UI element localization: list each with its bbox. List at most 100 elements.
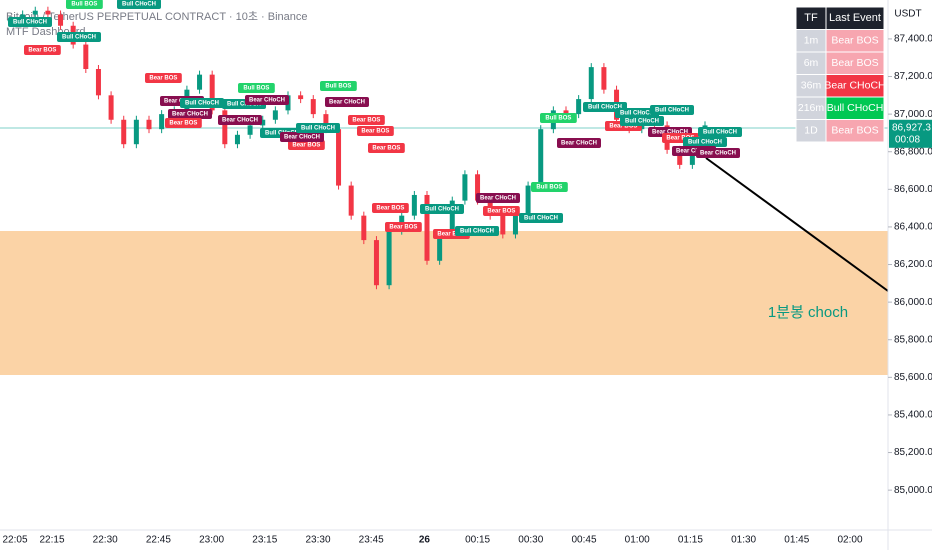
candle	[197, 74, 203, 90]
signal-label: Bull CHoCH	[655, 108, 689, 114]
signal-label: Bull CHoCH	[301, 126, 335, 132]
demand-zone	[0, 231, 888, 375]
tf-label: 6m	[804, 57, 819, 69]
symbol-title: Bitcoin / TetherUS PERPETUAL CONTRACT · …	[6, 10, 308, 23]
price-tick-label: 86,000.0	[894, 297, 932, 308]
candle	[209, 74, 215, 111]
candle	[601, 67, 607, 90]
annotation: 1분봉 choch	[768, 304, 848, 321]
signal-label: Bear BOS	[361, 129, 389, 135]
signal-tag	[620, 116, 664, 126]
event-label: Bear CHoCH	[824, 80, 885, 92]
signal-label: Bear BOS	[666, 136, 694, 142]
candle	[133, 119, 139, 145]
trend-line	[705, 157, 889, 292]
candle	[563, 110, 569, 115]
signal-tag	[385, 222, 422, 232]
signal-label: Bear BOS	[389, 225, 417, 231]
candle	[45, 10, 51, 15]
signal-tag	[180, 98, 224, 108]
signal-tag	[245, 95, 289, 105]
candle	[58, 14, 64, 26]
signal-tag	[296, 123, 340, 133]
signal-label: Bear BOS	[609, 124, 637, 130]
signal-tag	[698, 127, 742, 137]
price-tick-label: 87,200.0	[894, 71, 932, 82]
price-tick-label: 86,400.0	[894, 222, 932, 233]
countdown: 00:08	[895, 134, 920, 145]
event-label: Bear BOS	[831, 57, 878, 69]
candle	[424, 194, 430, 261]
candle	[437, 234, 443, 261]
signal-label: Bear BOS	[372, 146, 400, 152]
event-cell	[825, 119, 885, 143]
signal-tag	[368, 143, 405, 153]
signal-tag	[165, 118, 202, 128]
time-label: 23:00	[199, 535, 224, 546]
candle	[83, 44, 89, 69]
signal-tag	[288, 140, 325, 150]
signal-label: Bull CHoCH	[588, 105, 622, 111]
tf-label: 36m	[801, 80, 822, 92]
signal-label: Bear CHoCH	[480, 196, 516, 202]
signal-label: Bull CHoCH	[620, 111, 654, 117]
candle	[159, 114, 165, 130]
candle	[500, 215, 506, 235]
signal-tag	[540, 113, 577, 123]
signal-label: Bear BOS	[376, 206, 404, 212]
candle	[298, 95, 304, 100]
candle	[108, 95, 114, 120]
price-tick-label: 85,400.0	[894, 410, 932, 421]
signal-label: Bear CHoCH	[172, 112, 208, 118]
signal-tag	[24, 45, 61, 55]
candle	[32, 10, 38, 15]
currency[interactable]: USDT	[894, 9, 921, 20]
time-label: 01:15	[678, 535, 703, 546]
table-header: Last Event	[829, 12, 881, 24]
signal-tag	[696, 148, 740, 158]
candle	[260, 119, 266, 126]
time-label: 01:00	[625, 535, 650, 546]
price-tick-label: 85,600.0	[894, 372, 932, 383]
signal-tag	[531, 182, 568, 192]
candle	[576, 99, 582, 115]
candle	[348, 185, 354, 216]
candle	[538, 129, 544, 186]
event-label: Bear BOS	[831, 35, 878, 47]
candle	[512, 215, 518, 235]
candle	[361, 215, 367, 241]
candle	[310, 99, 316, 115]
table-header: TF	[804, 12, 818, 24]
time-label: 22:45	[146, 535, 171, 546]
signal-tag	[348, 115, 385, 125]
candle	[373, 240, 379, 286]
time-label: 22:30	[93, 535, 118, 546]
signal-tag	[650, 105, 694, 115]
signal-tag	[615, 108, 659, 118]
signal-label: Bull CHoCH	[425, 207, 459, 213]
signal-label: Bear CHoCH	[561, 141, 597, 147]
signal-label: Bear CHoCH	[222, 118, 258, 124]
time-label: 02:00	[837, 535, 862, 546]
signal-label: Bear CHoCH	[329, 100, 365, 106]
price-tick-label: 86,200.0	[894, 259, 932, 270]
signal-tag	[455, 226, 499, 236]
signal-tag	[683, 137, 727, 147]
signal-label: Bear BOS	[149, 76, 177, 82]
candle	[323, 114, 329, 130]
candle	[121, 119, 127, 145]
signal-tag	[66, 0, 103, 9]
signal-label: Bull BOS	[243, 86, 269, 92]
signal-label: Bull CHoCH	[625, 119, 659, 125]
signal-tag	[357, 126, 394, 136]
signal-label: Bull CHoCH	[227, 102, 261, 108]
signal-tag	[8, 17, 52, 27]
time-label: 01:30	[731, 535, 756, 546]
tf-label: 1D	[804, 125, 818, 137]
price-tick-label: 87,000.0	[894, 109, 932, 120]
signal-label: Bull CHoCH	[688, 140, 722, 146]
signal-tag	[557, 138, 601, 148]
signal-label: Bull BOS	[545, 116, 571, 122]
signal-label: Bear BOS	[292, 143, 320, 149]
